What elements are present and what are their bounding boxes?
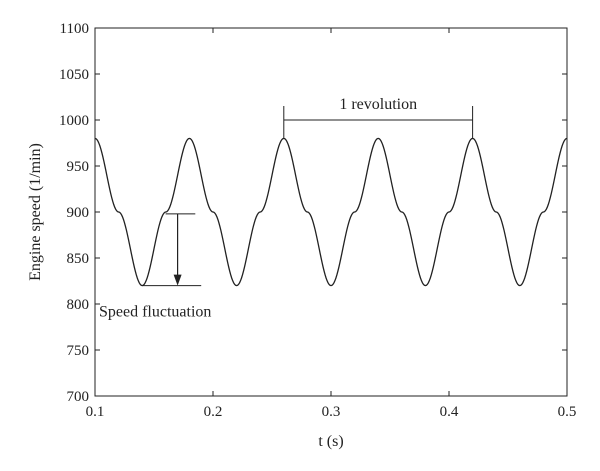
y-tick-label: 800 (67, 297, 90, 313)
axis-ticks: 0.1 0.2 0.3 0.4 0.5 700 750 800 850 900 950 1000 105… (59, 21, 576, 420)
revolution-label: 1 revolution (339, 96, 417, 113)
y-tick-label: 750 (67, 343, 90, 359)
y-tick-label: 700 (67, 389, 90, 405)
y-axis-label: Engine speed (1/min) (27, 143, 44, 281)
x-tick-label: 0.1 (86, 404, 105, 420)
x-axis-label: t (s) (318, 433, 343, 450)
series-layer (94, 137, 568, 287)
y-tick-label: 850 (67, 251, 90, 267)
fluctuation-label: Speed fluctuation (99, 303, 211, 320)
series-line-0 (94, 137, 568, 287)
fluctuation-arrow-head (173, 274, 182, 286)
x-tick-label: 0.2 (204, 404, 223, 420)
x-tick-label: 0.5 (558, 404, 577, 420)
x-tick-label: 0.4 (440, 404, 459, 420)
y-tick-label: 1000 (59, 113, 89, 129)
y-tick-label: 950 (67, 159, 90, 175)
y-tick-label: 1050 (59, 67, 89, 83)
annotation-layer: 1 revolution Speed fluctuation (99, 96, 474, 320)
x-tick-label: 0.3 (322, 404, 341, 420)
y-tick-label: 900 (67, 205, 90, 221)
y-tick-label: 1100 (60, 21, 89, 37)
